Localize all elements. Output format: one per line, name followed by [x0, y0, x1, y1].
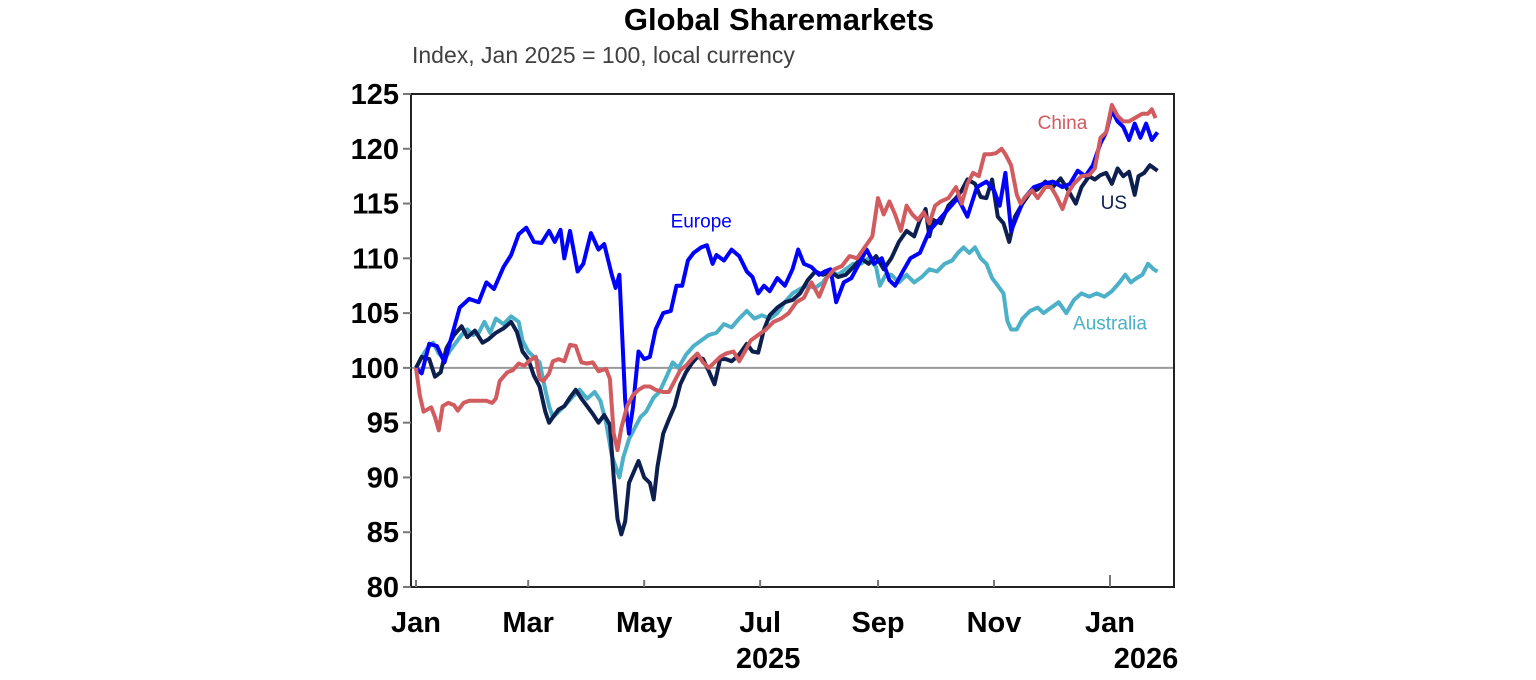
- x-tick-label: Mar: [502, 607, 554, 639]
- y-tick-label: 115: [352, 189, 399, 221]
- chart-subtitle: Index, Jan 2025 = 100, local currency: [412, 42, 795, 68]
- series-label-us: US: [1101, 193, 1127, 214]
- y-tick-label: 120: [351, 134, 399, 166]
- y-tick-label: 125: [351, 79, 399, 111]
- series-label-europe: Europe: [671, 212, 732, 233]
- series-line-europe: [414, 108, 1160, 436]
- y-tick-label: 100: [351, 353, 399, 385]
- x-axis: Jan Mar May Jul 2025 Sep Nov Jan 2026: [391, 575, 1178, 675]
- x-tick-label: Jan: [1085, 607, 1135, 639]
- y-axis: 80 85 90 95 100 105 110 115 120 125: [351, 79, 411, 604]
- y-tick-label: 90: [367, 462, 399, 494]
- x-year-label: 2025: [736, 643, 801, 675]
- series-line-australia: [414, 245, 1159, 480]
- x-tick-label: Jan: [391, 607, 441, 639]
- x-tick-label: Sep: [851, 607, 904, 639]
- y-tick-label: 95: [367, 408, 399, 440]
- y-tick-label: 110: [352, 243, 399, 275]
- y-tick-label: 80: [367, 572, 399, 604]
- series-line-china: [414, 103, 1158, 453]
- series-label-china: China: [1038, 113, 1088, 134]
- x-year-label: 2026: [1114, 643, 1179, 675]
- x-tick-label: Jul: [739, 607, 781, 639]
- y-tick-label: 105: [351, 298, 399, 330]
- series-label-australia: Australia: [1073, 314, 1147, 335]
- plot-border: [410, 93, 1175, 588]
- plot-frame: [410, 93, 1175, 588]
- series-labels: Europe US China Australia: [671, 113, 1148, 334]
- series-lines: [414, 103, 1160, 537]
- x-tick-label: Nov: [967, 607, 1022, 639]
- x-tick-label: May: [616, 607, 672, 639]
- y-tick-label: 85: [367, 517, 399, 549]
- chart-title: Global Sharemarkets: [623, 2, 935, 37]
